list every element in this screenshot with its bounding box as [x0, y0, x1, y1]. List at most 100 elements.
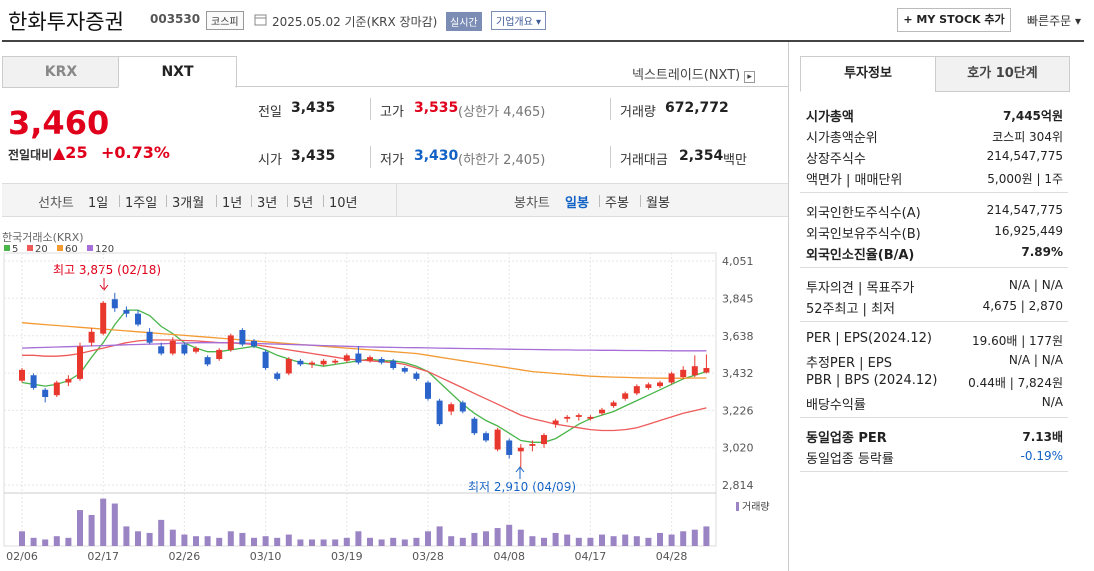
period-sep: [599, 195, 600, 207]
volume-bar: [459, 537, 466, 546]
stat-sep: [610, 146, 611, 168]
candle-body: [216, 349, 223, 359]
tab-orderbook[interactable]: 호가 10단계: [935, 56, 1070, 92]
volume-bar: [657, 532, 663, 546]
info-label: 투자의견 | 목표주가: [806, 281, 915, 296]
legend-label: 5: [12, 244, 18, 255]
volume-bar: [88, 514, 95, 546]
candle-body: [668, 373, 675, 383]
volume-bar: [227, 531, 234, 546]
volume-bar: [575, 537, 582, 546]
volume-bar: [262, 536, 269, 546]
period-item[interactable]: 일봉: [565, 196, 589, 211]
period-item[interactable]: 1년: [222, 196, 243, 211]
volume-bar: [645, 537, 652, 546]
mystock-button[interactable]: + MY STOCK 추가: [897, 8, 1011, 32]
candle-body: [169, 340, 176, 354]
stat-value: 672,772: [665, 100, 729, 116]
tab-nxt[interactable]: NXT: [118, 56, 237, 88]
period-item[interactable]: 3개월: [172, 196, 205, 211]
period-item[interactable]: 1일: [88, 196, 109, 211]
stat-value: 3,535: [414, 100, 459, 116]
volume-bar: [53, 536, 60, 546]
y-tick-label: 4,051: [722, 255, 754, 268]
volume-bar: [483, 531, 489, 546]
candle-body: [575, 415, 582, 417]
candle-body: [19, 369, 25, 381]
period-item[interactable]: 1주일: [125, 196, 158, 211]
header-rule: [2, 40, 1084, 42]
period-item[interactable]: 5년: [293, 196, 314, 211]
stat-label: 시가: [258, 153, 282, 168]
quick-order[interactable]: 빠른주문 ▾: [1027, 14, 1082, 28]
period-item[interactable]: 월봉: [646, 196, 670, 211]
calendar-icon: [254, 14, 267, 26]
volume-bar: [564, 534, 571, 546]
candle-body: [193, 348, 199, 352]
info-value: 214,547,775: [986, 149, 1063, 163]
tab-invest[interactable]: 투자정보: [800, 56, 936, 92]
tab-krx[interactable]: KRX: [2, 56, 120, 88]
volume-bar: [332, 539, 339, 546]
stat-value: 3,435: [291, 100, 336, 116]
candle-body: [158, 346, 165, 354]
candle-body: [494, 429, 501, 450]
candle-body: [529, 444, 536, 446]
candle-body: [146, 331, 153, 343]
x-tick-label: 04/08: [493, 550, 525, 563]
current-price: 3,460: [8, 104, 110, 142]
live-button[interactable]: 실시간: [446, 12, 482, 31]
period-sep: [166, 195, 167, 207]
candle-body: [251, 340, 257, 347]
quick-order-text: 빠른주문: [1027, 14, 1072, 28]
stat-sep: [370, 146, 371, 168]
low-arrow-head: [515, 466, 525, 473]
company-button[interactable]: 기업개요 ▾: [491, 11, 547, 30]
volume-bar: [135, 531, 141, 546]
info-value: N/A: [1041, 395, 1063, 409]
period-sep: [287, 195, 288, 207]
candle-body: [552, 420, 559, 425]
info-value: -0.19%: [1020, 449, 1063, 463]
period-item[interactable]: 주봉: [605, 196, 629, 211]
candle-body: [401, 368, 408, 372]
y-tick-label: 3,432: [722, 367, 754, 380]
volume-bar: [633, 536, 640, 546]
volume-bar: [541, 537, 547, 546]
stock-name: 한화투자증권: [8, 10, 124, 34]
y-tick-label: 3,226: [722, 404, 754, 417]
stat-label: 저가: [380, 153, 404, 168]
period-item[interactable]: 3년: [257, 196, 278, 211]
info-value: 19.60배 | 177원: [971, 334, 1063, 348]
candle-body: [390, 360, 397, 369]
candle-body: [65, 378, 72, 383]
legend-swatch: [87, 245, 93, 251]
info-label: 액면가 | 매매단위: [806, 173, 903, 188]
volume-bar: [309, 539, 315, 546]
candle-body: [204, 357, 211, 365]
x-tick-label: 02/06: [6, 550, 38, 563]
info-label: 추정PER | EPS: [806, 356, 892, 371]
volume-bar: [390, 537, 397, 546]
x-tick-label: 02/26: [169, 550, 201, 563]
stat-limit: (상한가 4,465): [458, 105, 546, 120]
candle-body: [239, 329, 246, 345]
volume-bar: [471, 532, 478, 546]
volume-bar: [77, 510, 83, 546]
volume-bar: [181, 534, 188, 546]
volume-bar: [19, 531, 25, 546]
candle-body: [367, 357, 373, 361]
candle-body: [436, 400, 443, 425]
change-label: 전일대비: [8, 148, 53, 162]
stat-label: 고가: [380, 105, 404, 120]
volume-bar: [494, 528, 501, 546]
volume-bar: [517, 529, 524, 546]
period-sep: [640, 195, 641, 207]
volume-bar: [425, 531, 431, 546]
x-tick-label: 02/17: [87, 550, 119, 563]
candle-body: [378, 358, 385, 363]
period-sep: [119, 195, 120, 207]
info-label: 동일업종 PER: [806, 431, 887, 446]
volume-bar: [297, 539, 304, 546]
period-item[interactable]: 10년: [329, 196, 358, 211]
